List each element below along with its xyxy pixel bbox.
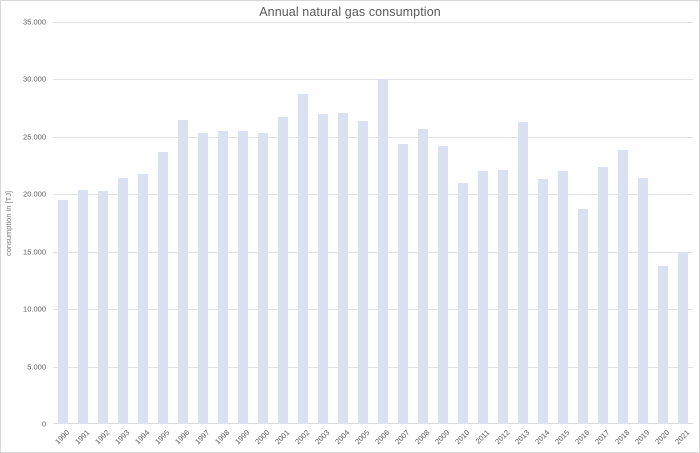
y-tick-label: 25.000 — [23, 132, 46, 142]
bar-2013[interactable] — [518, 121, 528, 424]
x-tick-label: 2005 — [353, 428, 372, 447]
y-tick-label: 10.000 — [23, 304, 46, 314]
bar-1992[interactable] — [98, 191, 108, 424]
bar-2019[interactable] — [638, 178, 648, 424]
bar-2005[interactable] — [358, 120, 368, 424]
x-tick-label: 1994 — [133, 428, 152, 447]
gridline — [53, 194, 693, 196]
x-tick-label: 2016 — [573, 428, 592, 447]
gridline — [53, 22, 693, 23]
x-tick-label: 2017 — [593, 428, 612, 447]
bar-2012[interactable] — [498, 170, 508, 424]
x-tick-label: 1991 — [73, 428, 92, 447]
x-tick-label: 1990 — [53, 428, 72, 447]
x-tick-label: 1999 — [233, 428, 252, 447]
y-tick-label: 0 — [41, 419, 46, 429]
bar-1994[interactable] — [138, 173, 148, 424]
bar-1991[interactable] — [78, 189, 88, 424]
x-tick-label: 2010 — [453, 428, 472, 447]
gridline — [53, 309, 693, 311]
x-tick-label: 1997 — [193, 428, 212, 447]
x-tick-label: 2021 — [673, 428, 692, 447]
x-tick-label: 2018 — [613, 428, 632, 447]
bar-2020[interactable] — [658, 265, 668, 424]
bar-2015[interactable] — [558, 171, 568, 424]
bar-2001[interactable] — [278, 117, 288, 424]
x-tick-label: 2008 — [413, 428, 432, 447]
x-tick-label: 1998 — [213, 428, 232, 447]
x-tick-label: 2020 — [653, 428, 672, 447]
x-tick-label: 2009 — [433, 428, 452, 447]
bar-1996[interactable] — [178, 119, 188, 424]
bar-1990[interactable] — [58, 200, 68, 424]
gridline — [53, 136, 693, 138]
y-tick-label: 30.000 — [23, 74, 46, 84]
bar-2016[interactable] — [578, 208, 588, 424]
x-tick-label: 2000 — [253, 428, 272, 447]
y-tick-label: 15.000 — [23, 247, 46, 257]
bar-2017[interactable] — [598, 166, 608, 424]
y-tick-label: 20.000 — [23, 189, 46, 199]
bar-2000[interactable] — [258, 133, 268, 424]
x-tick-label: 2012 — [493, 428, 512, 447]
bar-2008[interactable] — [418, 129, 428, 424]
bar-1995[interactable] — [158, 151, 168, 424]
bar-2014[interactable] — [538, 178, 548, 424]
gridline — [53, 251, 693, 253]
x-tick-label: 1996 — [173, 428, 192, 447]
x-tick-label: 2011 — [473, 428, 492, 446]
bar-1998[interactable] — [218, 130, 228, 424]
gridline — [53, 366, 693, 368]
y-axis-title: consumption in [TJ] — [4, 190, 13, 256]
bar-2021[interactable] — [678, 251, 688, 424]
chart-title: Annual natural gas consumption — [259, 5, 441, 19]
x-tick-label: 2006 — [373, 428, 392, 447]
x-tick-label: 2001 — [273, 428, 292, 447]
x-tick-label: 2014 — [533, 428, 552, 447]
x-tick-label: 2015 — [553, 428, 572, 447]
bar-2010[interactable] — [458, 182, 468, 424]
x-tick-label: 2002 — [293, 428, 312, 447]
y-tick-label: 35.000 — [23, 17, 46, 27]
gridline — [53, 79, 693, 81]
x-tick-label: 2007 — [393, 428, 412, 447]
bar-2009[interactable] — [438, 146, 448, 424]
x-tick-label: 2004 — [333, 428, 352, 447]
bar-1999[interactable] — [238, 131, 248, 424]
x-tick-label: 1995 — [153, 428, 172, 447]
y-tick-label: 5.000 — [27, 362, 46, 372]
x-tick-label: 2013 — [513, 428, 532, 447]
bar-2011[interactable] — [478, 171, 488, 424]
x-tick-label: 2019 — [633, 428, 652, 447]
bar-2006[interactable] — [378, 79, 388, 424]
bar-2018[interactable] — [618, 149, 628, 424]
x-tick-label: 2003 — [313, 428, 332, 447]
plot-area[interactable]: 0 5.000 10.000 15.000 20.000 25.000 30.000 35.0… — [23, 18, 693, 446]
x-axis-line — [53, 423, 693, 424]
bar-1993[interactable] — [118, 178, 128, 424]
x-tick-label: 1992 — [93, 428, 112, 447]
bar-2002[interactable] — [298, 94, 308, 424]
x-tick-label: 1993 — [113, 428, 132, 447]
bar-2007[interactable] — [398, 143, 408, 424]
bar-1997[interactable] — [198, 133, 208, 424]
bar-2003[interactable] — [318, 113, 328, 424]
bar-2004[interactable] — [338, 112, 348, 424]
